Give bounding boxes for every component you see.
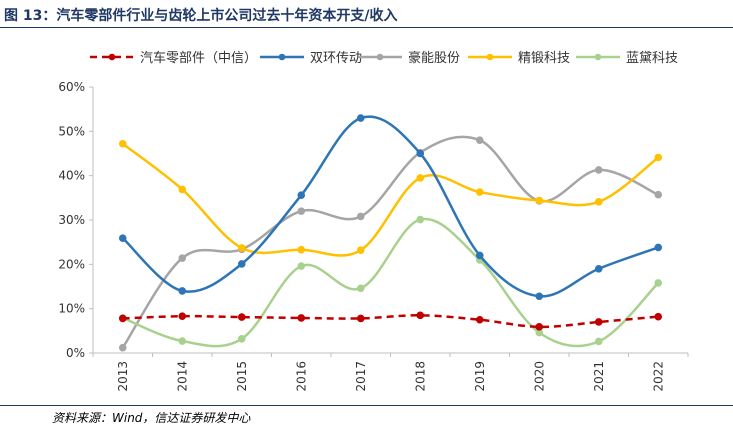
data-point (356, 284, 365, 293)
data-point (178, 185, 187, 194)
y-tick-label: 20% (58, 257, 85, 271)
source-note: 资料来源：Wind，信达证券研发中心 (52, 411, 251, 425)
data-point (594, 198, 603, 206)
data-point (178, 337, 187, 345)
data-point (416, 215, 425, 224)
legend-swatch-marker (278, 53, 286, 61)
chart-legend: 汽车零部件（中信） 双环传动 豪能股份 精锻科技 蓝黛科技 (90, 50, 678, 66)
x-tick-label: 2016 (294, 361, 308, 392)
data-point (654, 153, 663, 162)
data-point (237, 244, 246, 252)
data-point (654, 312, 663, 321)
legend-label: 精锻科技 (518, 51, 570, 66)
x-tick-label: 2022 (651, 361, 665, 392)
data-point (416, 149, 425, 158)
data-point (118, 139, 127, 148)
data-point (475, 251, 484, 260)
series-1 (118, 114, 663, 301)
data-point (237, 335, 246, 343)
y-tick-label: 60% (58, 80, 85, 94)
data-point (118, 234, 127, 242)
series-line (121, 135, 659, 349)
data-point (594, 318, 603, 326)
x-tick-label: 2018 (413, 361, 427, 392)
legend-item-1: 双环传动 (260, 51, 362, 66)
data-point (178, 287, 187, 295)
x-tick-label: 2021 (592, 361, 606, 392)
series-4 (118, 215, 663, 348)
data-point (356, 114, 365, 122)
series-0 (118, 311, 663, 331)
series-2 (118, 135, 663, 352)
x-tick-label: 2017 (354, 361, 368, 392)
y-tick-label: 10% (58, 302, 85, 316)
data-point (118, 314, 127, 323)
x-tick-label: 2013 (116, 361, 130, 392)
data-point (297, 207, 306, 215)
data-point (297, 245, 306, 254)
data-point (594, 166, 603, 174)
y-tick-label: 0% (66, 346, 85, 360)
data-point (475, 188, 484, 196)
chart-axes: 0% 10% 20% 30% 40% 50% 60% 2013 2014 2015 2016 2017… (58, 80, 689, 392)
legend-label: 豪能股份 (408, 50, 460, 66)
data-point (475, 315, 484, 324)
legend-item-3: 精锻科技 (468, 51, 570, 66)
data-point (475, 136, 484, 144)
y-tick-label: 30% (58, 213, 85, 227)
data-point (237, 260, 246, 268)
legend-item-2: 豪能股份 (358, 50, 460, 66)
data-point (118, 343, 127, 352)
series-line (121, 142, 660, 257)
series-3 (118, 139, 663, 257)
data-point (416, 311, 425, 320)
data-point (594, 264, 603, 273)
chart-series (118, 114, 663, 352)
data-point (356, 246, 365, 254)
data-point (654, 190, 663, 199)
data-point (535, 323, 544, 331)
series-line (122, 217, 660, 348)
data-point (297, 314, 306, 322)
x-tick-label: 2019 (473, 361, 487, 392)
y-tick-label: 40% (58, 169, 85, 183)
x-tick-label: 2014 (175, 361, 189, 392)
legend-swatch-marker (376, 53, 384, 61)
data-point (535, 196, 544, 205)
legend-label: 汽车零部件（中信） (140, 50, 257, 66)
source-divider (0, 405, 733, 406)
data-point (237, 313, 246, 321)
data-point (654, 279, 663, 287)
data-point (297, 262, 306, 270)
legend-swatch-marker (108, 53, 116, 61)
data-point (178, 312, 187, 321)
data-point (356, 314, 365, 323)
legend-swatch-marker (594, 53, 602, 61)
data-point (416, 174, 425, 182)
legend-swatch-marker (486, 53, 494, 61)
data-point (297, 191, 306, 199)
x-tick-label: 2015 (235, 361, 249, 392)
data-point (356, 212, 365, 221)
legend-label: 蓝黛科技 (626, 51, 678, 66)
x-tick-label: 2020 (532, 361, 546, 392)
y-tick-label: 50% (58, 124, 85, 138)
data-point (594, 337, 603, 346)
legend-label: 双环传动 (310, 51, 362, 66)
data-point (535, 292, 544, 301)
series-line (122, 314, 659, 329)
figure-title: 图 13：汽车零部件行业与齿轮上市公司过去十年资本开支/收入 (4, 8, 398, 24)
title-divider (0, 27, 733, 28)
legend-item-4: 蓝黛科技 (576, 51, 678, 66)
data-point (178, 254, 187, 262)
data-point (654, 243, 663, 252)
legend-item-0: 汽车零部件（中信） (90, 50, 257, 66)
series-line (121, 115, 659, 298)
